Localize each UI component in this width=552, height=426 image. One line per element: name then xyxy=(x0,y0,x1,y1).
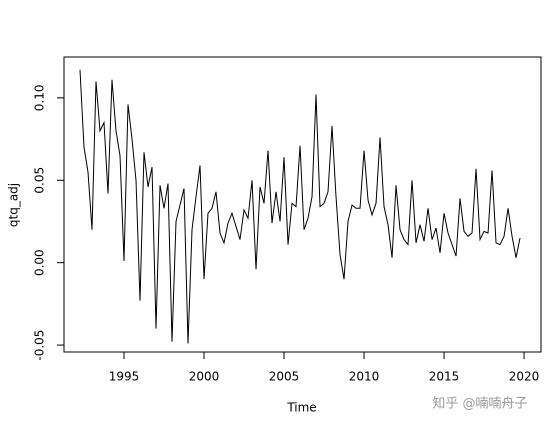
x-tick-label: 2020 xyxy=(509,370,540,384)
x-tick-label: 2010 xyxy=(349,370,380,384)
series-line xyxy=(79,69,521,344)
x-tick-label: 2005 xyxy=(269,370,300,384)
x-tick-label: 2015 xyxy=(429,370,460,384)
x-tick-label: 1995 xyxy=(109,370,140,384)
watermark: 知乎 @喃喃舟子 xyxy=(432,396,527,412)
y-tick-label: -0.05 xyxy=(33,330,47,361)
y-tick-label: 0.00 xyxy=(33,249,47,276)
y-tick-label: 0.10 xyxy=(33,85,47,112)
x-tick-label: 2000 xyxy=(189,370,220,384)
x-axis-label: Time xyxy=(286,401,316,415)
y-axis-label: qtq_adj xyxy=(7,183,21,227)
y-tick-label: 0.05 xyxy=(33,167,47,194)
